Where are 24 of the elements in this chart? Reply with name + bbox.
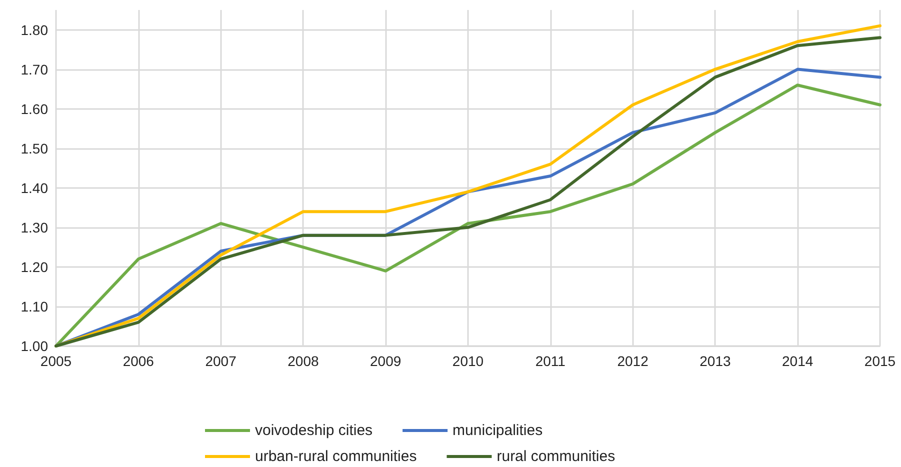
legend-label: voivodeship cities <box>255 422 373 439</box>
y-tick-label: 1.50 <box>20 140 48 156</box>
y-tick-label: 1.60 <box>20 100 48 117</box>
x-tick-label: 2006 <box>122 353 154 369</box>
x-tick-label: 2013 <box>700 353 731 369</box>
y-tick-label: 1.80 <box>20 22 48 38</box>
x-tick-label: 2014 <box>782 353 814 369</box>
y-tick-label: 1.00 <box>20 338 48 354</box>
x-tick-label: 2009 <box>370 353 402 369</box>
y-tick-label: 1.70 <box>20 61 48 78</box>
legend-label: urban-rural communities <box>255 448 417 465</box>
x-tick-label: 2010 <box>452 353 484 369</box>
y-tick-label: 1.10 <box>20 298 48 314</box>
x-tick-label: 2011 <box>535 353 566 369</box>
y-tick-label: 1.20 <box>20 258 48 275</box>
y-tick-label: 1.30 <box>20 219 48 236</box>
y-tick-label: 1.40 <box>20 180 48 196</box>
legend-label: rural communities <box>496 448 616 465</box>
legend-label: municipalities <box>452 422 543 439</box>
x-tick-label: 2007 <box>205 353 237 369</box>
x-tick-label: 2015 <box>864 353 896 369</box>
x-tick-label: 2005 <box>40 353 72 369</box>
x-tick-label: 2008 <box>288 353 319 369</box>
x-tick-label: 2012 <box>617 353 649 369</box>
